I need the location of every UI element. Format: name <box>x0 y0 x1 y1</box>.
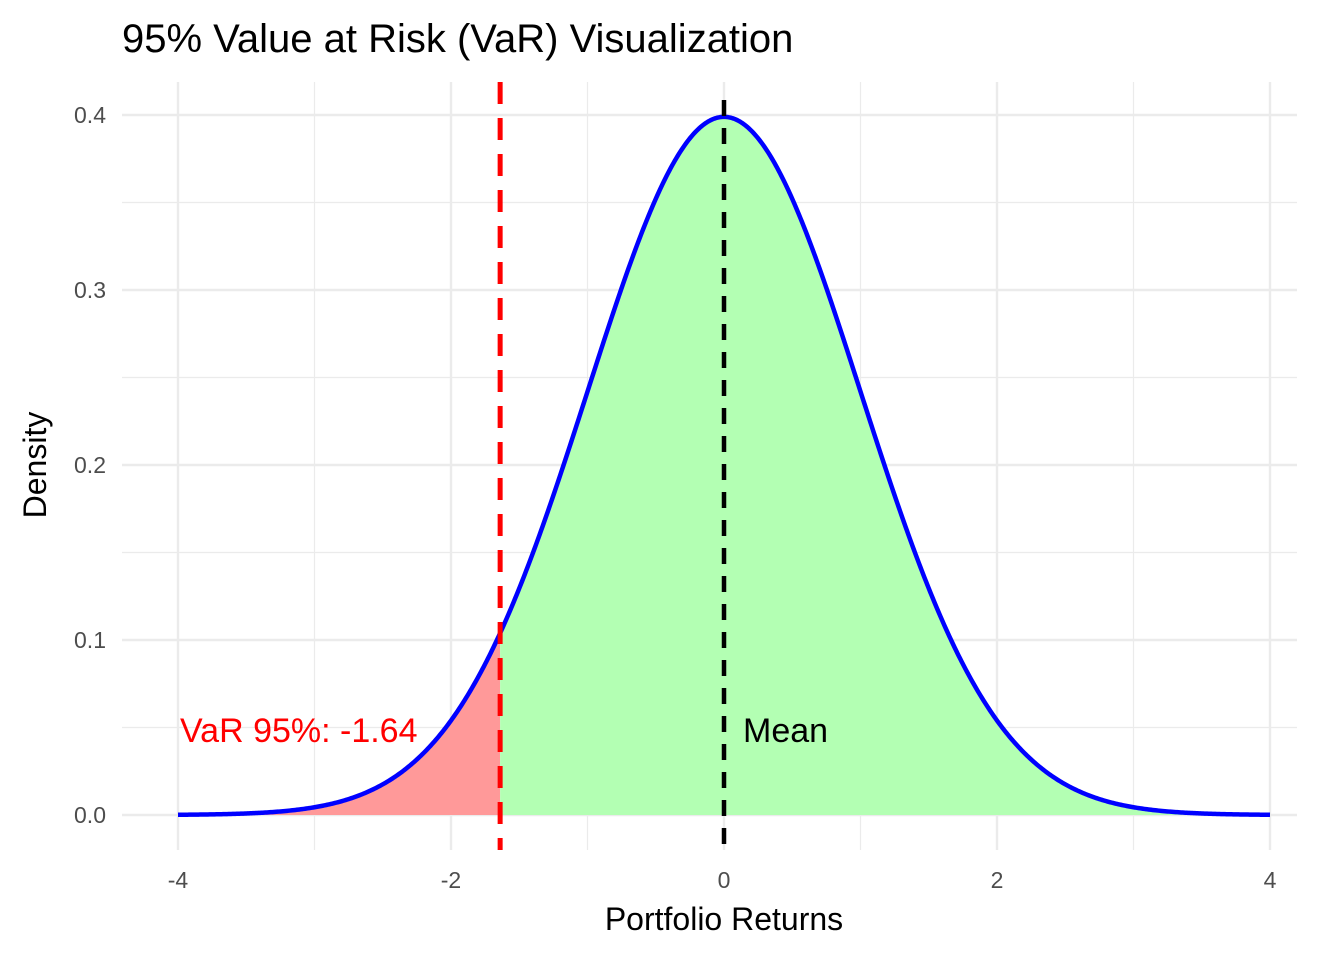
x-axis-ticks: -4 -2 0 2 4 <box>168 867 1277 893</box>
body-area <box>500 116 1270 815</box>
x-tick-label: 2 <box>991 867 1004 893</box>
mean-label: Mean <box>743 712 828 750</box>
var-label: VaR 95%: -1.64 <box>180 712 418 750</box>
y-axis-ticks: 0.0 0.1 0.2 0.3 0.4 <box>74 102 106 828</box>
y-axis-title: Density <box>17 412 53 519</box>
y-tick-label: 0.3 <box>74 277 106 303</box>
x-tick-label: -4 <box>168 867 189 893</box>
density-curve <box>177 114 1271 818</box>
x-tick-label: 4 <box>1264 867 1277 893</box>
x-tick-label: 0 <box>718 867 731 893</box>
x-tick-label: -2 <box>441 867 461 893</box>
tail-area <box>178 633 501 815</box>
x-axis-title: Portfolio Returns <box>605 901 843 937</box>
y-tick-label: 0.1 <box>74 627 106 653</box>
y-tick-label: 0.4 <box>74 102 106 128</box>
y-tick-label: 0.0 <box>74 802 106 828</box>
chart-title: 95% Value at Risk (VaR) Visualization <box>122 17 793 61</box>
y-tick-label: 0.2 <box>74 452 106 478</box>
